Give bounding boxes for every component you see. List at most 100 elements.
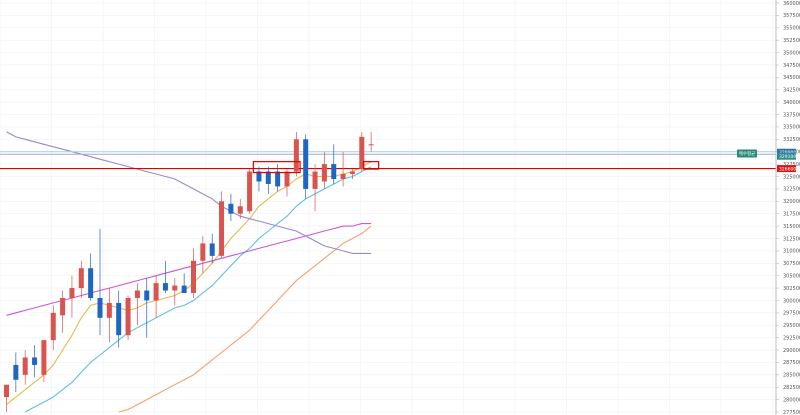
- price-tag-layer: 329900329100326600: [777, 148, 796, 173]
- candle: [265, 166, 271, 194]
- y-axis-tick-label: 360000: [783, 1, 800, 7]
- candle-body: [219, 201, 225, 256]
- candle-body: [172, 285, 178, 291]
- note-tag[interactable]: 매수평균: [737, 149, 757, 158]
- y-axis-tick-label: 282500: [783, 385, 800, 391]
- candle-body: [209, 243, 215, 256]
- moving-average-line-1: [6, 161, 372, 406]
- candle: [88, 253, 94, 301]
- highlight-box-1: [252, 161, 301, 174]
- note-tag-label: 매수평균: [739, 150, 756, 157]
- candle-body: [200, 243, 206, 261]
- candle-body: [228, 203, 234, 214]
- candle: [275, 164, 281, 192]
- candle: [228, 193, 234, 222]
- candle: [359, 131, 365, 172]
- y-axis-tick-label: 357500: [783, 13, 800, 19]
- candle-body: [368, 144, 374, 146]
- candle: [321, 151, 327, 189]
- candle-body: [88, 268, 94, 298]
- y-axis-tick-label: 340000: [783, 100, 800, 106]
- y-axis-tick-label: 317500: [783, 211, 800, 217]
- candle: [69, 275, 75, 318]
- y-axis-tick-label: 277500: [783, 410, 800, 415]
- candle-body: [303, 139, 309, 189]
- y-axis-tick-label: 305000: [783, 273, 800, 279]
- price-tag-2: [777, 152, 796, 160]
- candle-body: [13, 364, 19, 380]
- candle-body: [256, 171, 262, 182]
- y-axis-tick-label: 290000: [783, 348, 800, 354]
- candle: [200, 236, 206, 274]
- candle-body: [191, 260, 196, 294]
- horizontal-line-layer: [0, 151, 776, 170]
- y-axis-tick-label: 337500: [783, 112, 800, 118]
- price-tag-1: [777, 148, 796, 156]
- candle-body: [106, 302, 112, 318]
- candle: [125, 295, 131, 341]
- candle-body: [284, 171, 290, 187]
- candle-body: [321, 164, 327, 182]
- moving-average-line-3: [118, 225, 372, 413]
- candle-body: [60, 297, 66, 316]
- candle-body: [4, 384, 9, 398]
- moving-average-layer: [6, 131, 372, 413]
- candle: [134, 283, 140, 326]
- candle-body: [265, 171, 271, 184]
- candle-body: [125, 297, 131, 336]
- candle: [209, 233, 215, 264]
- price-tag-label-3: 326600: [779, 166, 796, 172]
- highlight-box-2: [363, 161, 380, 170]
- moving-average-line-5: [6, 131, 372, 254]
- candle-body: [349, 171, 355, 175]
- y-axis-tick-label: 310000: [783, 249, 800, 255]
- y-axis-tick-label: 297500: [783, 311, 800, 317]
- candle-body: [134, 290, 140, 298]
- candle: [237, 198, 243, 219]
- candle: [349, 169, 355, 179]
- y-axis-tick-label: 342500: [783, 88, 800, 94]
- y-axis-tick-label: 312500: [783, 236, 800, 242]
- candle: [340, 151, 346, 187]
- y-axis[interactable]: 360000 357500 355000 352500 350000 347500 3450…: [776, 1, 800, 415]
- candle: [293, 131, 299, 177]
- y-axis-tick-label: 350000: [783, 50, 800, 56]
- candle-body: [162, 283, 168, 291]
- candlestick-layer: [4, 131, 374, 412]
- candle: [191, 248, 196, 298]
- y-axis-tick-label: 345000: [783, 75, 800, 81]
- note-tag-box: [737, 149, 757, 158]
- y-axis-tick-label: 287500: [783, 360, 800, 366]
- candle-body: [32, 357, 38, 365]
- y-axis-tick-label: 320000: [783, 199, 800, 205]
- candle: [4, 384, 9, 412]
- candle-body: [293, 139, 299, 172]
- y-axis-tick-label: 355000: [783, 26, 800, 32]
- candle-body: [359, 136, 365, 170]
- candle: [162, 260, 168, 294]
- candle: [284, 169, 290, 197]
- y-axis-tick-label: 325000: [783, 174, 800, 180]
- candle-body: [144, 290, 150, 301]
- candle: [303, 134, 309, 199]
- price-tag-3: [777, 165, 796, 173]
- y-axis-tick-label: 347500: [783, 63, 800, 69]
- candle: [50, 305, 56, 351]
- y-axis-tick-label: 327500: [783, 162, 800, 168]
- y-axis-tick-label: 307500: [783, 261, 800, 267]
- y-axis-tick-label: 322500: [783, 187, 800, 193]
- candle: [153, 275, 159, 318]
- candle: [106, 288, 112, 343]
- candle-body: [312, 171, 318, 189]
- price-tag-label-2: 329100: [779, 154, 796, 160]
- candle: [181, 273, 187, 294]
- y-axis-tick-label: 352500: [783, 38, 800, 44]
- candle-body: [97, 297, 103, 318]
- candle: [256, 166, 262, 192]
- moving-average-line-4: [6, 223, 372, 316]
- candle: [144, 278, 150, 338]
- candle-body: [69, 288, 75, 298]
- moving-average-line-2: [24, 166, 372, 413]
